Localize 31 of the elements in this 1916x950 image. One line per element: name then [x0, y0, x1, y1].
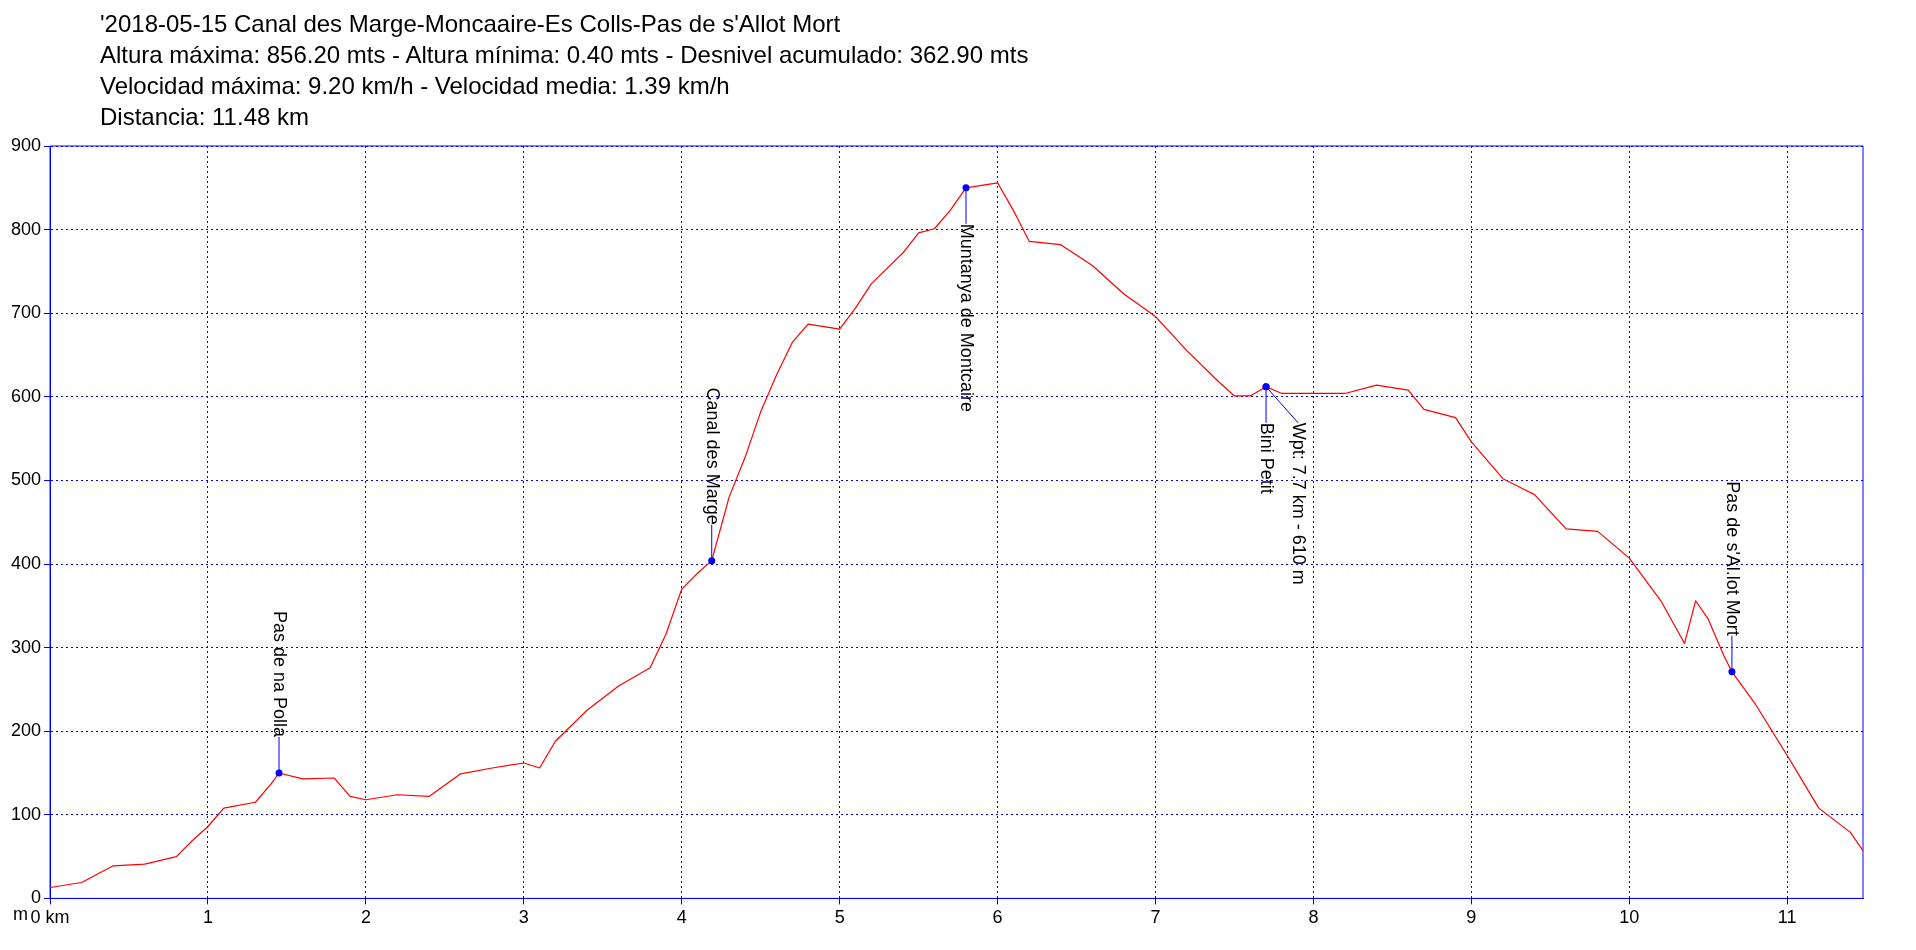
- x-tick-label: 7: [1150, 907, 1161, 928]
- annotation: Pas de na Polla: [270, 610, 291, 738]
- annotation: Muntanya de Montcaire: [957, 223, 978, 412]
- y-tick-label: 900: [10, 134, 42, 155]
- chart-title: '2018-05-15 Canal des Marge-Moncaaire-Es Colls-Pas de s'Allot Mort: [100, 9, 842, 39]
- x-tick-label: 10: [1619, 907, 1640, 928]
- y-tick-label: 200: [10, 720, 42, 741]
- x-tick-label: 9: [1466, 907, 1477, 928]
- y-axis-title: m: [13, 904, 29, 925]
- x-tick-label: 5: [834, 907, 845, 928]
- annotation: Pas de s'Al.lot Mort: [1722, 481, 1743, 636]
- x-tick-label: 2: [360, 907, 371, 928]
- x-tick-label: 3: [518, 907, 529, 928]
- y-tick-label: 800: [10, 218, 42, 239]
- x-tick-label: 8: [1308, 907, 1319, 928]
- x-tick-label: 6: [992, 907, 1003, 928]
- x-tick-label: 1: [202, 907, 213, 928]
- y-tick-label: 500: [10, 469, 42, 490]
- annotation: Canal des Marge: [702, 387, 723, 525]
- y-tick-label: 0: [31, 887, 42, 908]
- y-tick-label: 700: [10, 302, 42, 323]
- y-tick-label: 300: [10, 636, 42, 657]
- y-tick-label: 600: [10, 385, 42, 406]
- y-tick-label: 100: [10, 803, 42, 824]
- annotation: Bini Petit: [1257, 422, 1278, 494]
- x-tick-label: 4: [676, 907, 687, 928]
- chart-subtitle: Altura máxima: 856.20 mts - Altura mínima: 0.40 mts - Desnivel acumulado: 362.90 mts Velocidad máxima: 9.20 km/h - Velocidad media: 1.39 km/h Distancia: 11.48 km: [100, 40, 1030, 132]
- y-tick-label: 400: [10, 552, 42, 573]
- annotation: Wpt: 7.7 km - 610 m: [1289, 422, 1310, 585]
- x-tick-label: 0 km: [30, 907, 70, 928]
- x-tick-label: 11: [1777, 907, 1797, 928]
